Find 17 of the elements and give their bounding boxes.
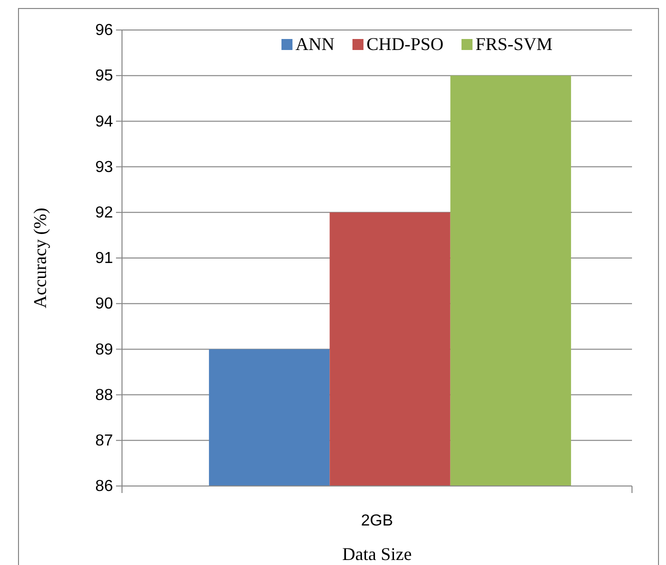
y-tick-label: 89 [95,341,114,358]
legend-label: ANN [295,34,334,54]
y-tick-label: 86 [95,478,114,496]
y-tick-label: 95 [95,68,114,85]
y-tick-label: 93 [95,158,114,176]
y-tick-label: 96 [95,22,114,40]
y-tick-label: 92 [95,204,114,222]
y-tick-label: 88 [95,386,114,404]
y-tick-label: 87 [95,432,114,450]
y-axis-title: Accuracy (%) [30,208,50,308]
legend-label: FRS-SVM [475,34,553,54]
y-tick-label: 91 [95,250,114,268]
x-tick-label: 2GB [360,512,394,530]
y-tick-label: 90 [95,296,114,313]
y-tick-label: 94 [95,113,114,130]
legend-label: CHD-PSO [366,34,444,54]
x-axis-title: Data Size [342,544,412,564]
